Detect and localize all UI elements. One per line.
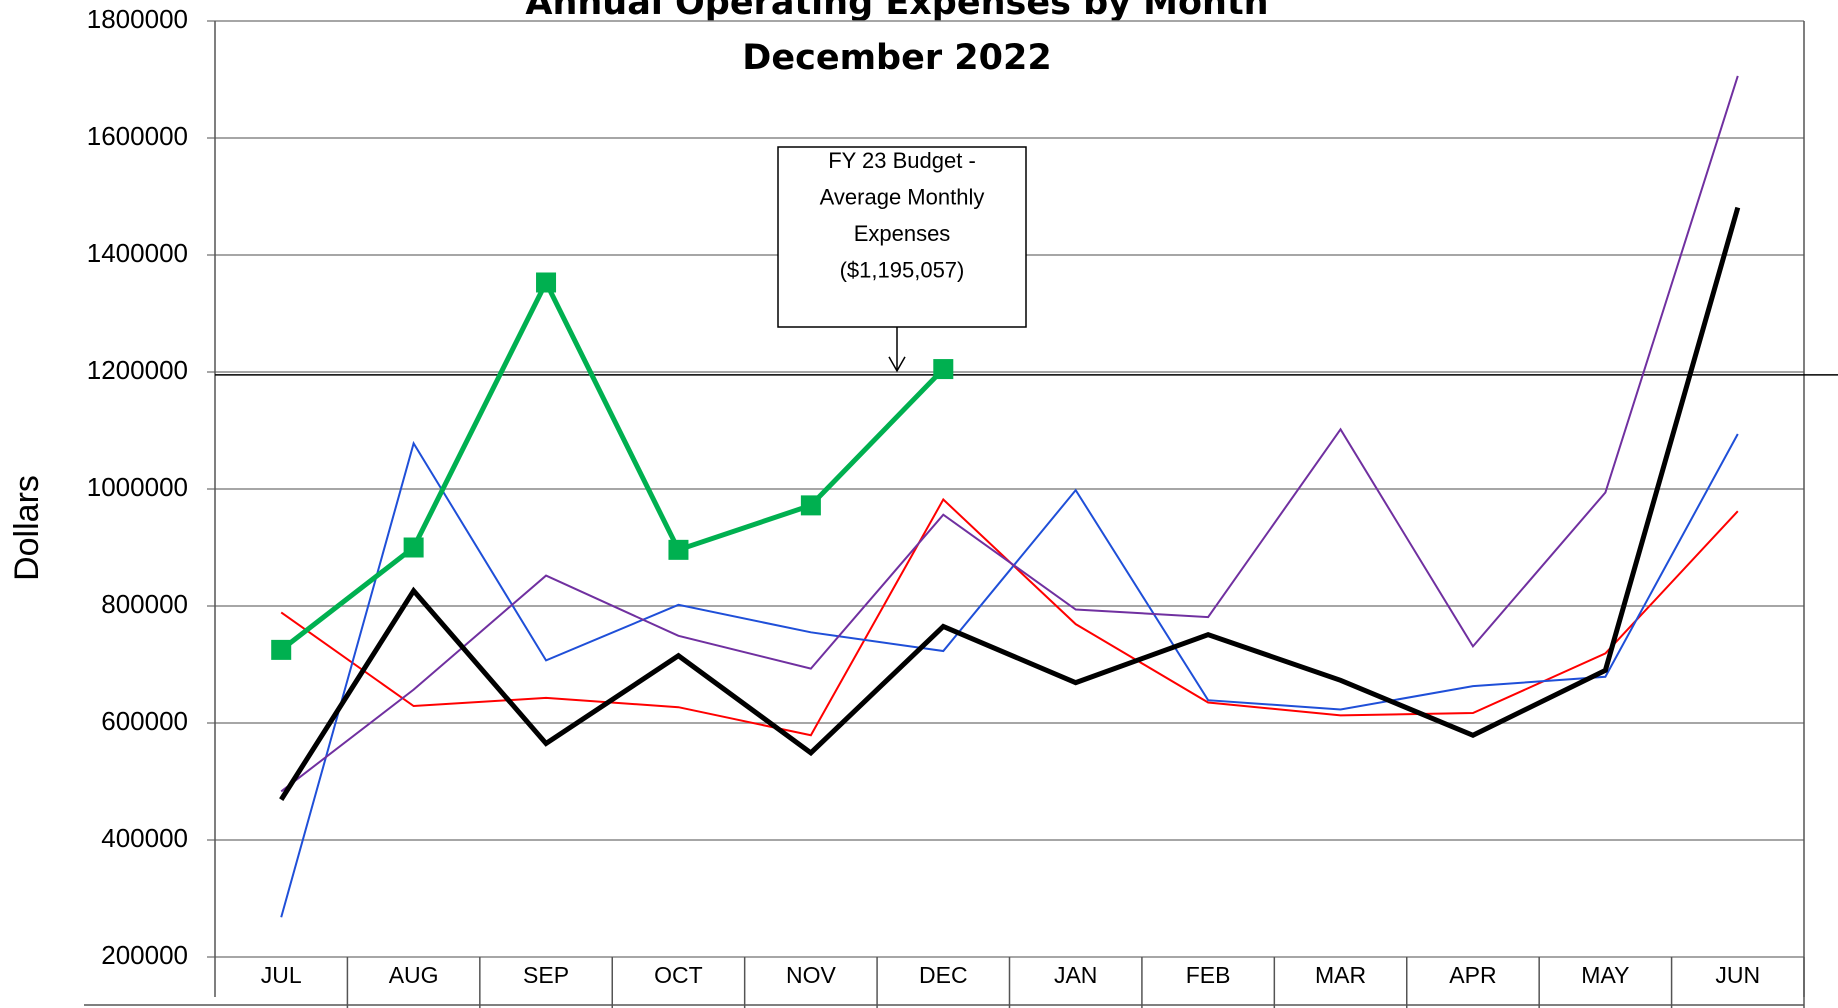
x-tick-label: MAR xyxy=(1315,962,1366,988)
x-tick-label: NOV xyxy=(786,962,837,988)
series-line xyxy=(280,75,1739,793)
series-marker xyxy=(536,272,557,293)
series-line xyxy=(280,497,1739,737)
y-tick-label: 1200000 xyxy=(87,355,188,385)
series-marker xyxy=(271,639,292,660)
series-marker xyxy=(668,539,689,560)
y-tick-label: 1600000 xyxy=(87,121,188,151)
annotation-text: Average Monthly xyxy=(820,184,985,209)
x-tick-label: OCT xyxy=(654,962,703,988)
x-tick-label: JUN xyxy=(1715,962,1760,988)
y-tick-label: 1000000 xyxy=(87,472,188,502)
y-tick-label: 600000 xyxy=(101,706,188,736)
x-tick-label: JAN xyxy=(1054,962,1097,988)
y-tick-label: 200000 xyxy=(101,940,188,970)
y-tick-label: 1400000 xyxy=(87,238,188,268)
x-tick-label: JUL xyxy=(261,962,302,988)
x-tick-label: DEC xyxy=(919,962,968,988)
annotation-arrowhead xyxy=(888,356,906,373)
chart-title: Annual Operating Expenses by Month xyxy=(525,0,1268,23)
series-marker xyxy=(403,537,424,558)
x-tick-label: APR xyxy=(1449,962,1496,988)
x-tick-label: SEP xyxy=(523,962,569,988)
y-axis-label: Dollars xyxy=(8,475,46,581)
series-line xyxy=(279,276,946,652)
y-tick-label: 800000 xyxy=(101,589,188,619)
annotation-text: Expenses xyxy=(854,221,951,246)
y-tick-label: 400000 xyxy=(101,823,188,853)
annotation-text: ($1,195,057) xyxy=(840,257,965,282)
series-line xyxy=(280,433,1739,918)
series-line xyxy=(279,206,1741,801)
x-tick-label: FEB xyxy=(1186,962,1231,988)
series-marker xyxy=(800,495,821,516)
x-tick-label: AUG xyxy=(389,962,439,988)
y-tick-label: 1800000 xyxy=(87,4,188,34)
x-tick-label: MAY xyxy=(1581,962,1629,988)
annotation-text: FY 23 Budget - xyxy=(828,148,976,173)
series-marker xyxy=(933,359,954,380)
annotation-box xyxy=(777,146,1027,328)
chart-subtitle: December 2022 xyxy=(742,38,1051,78)
